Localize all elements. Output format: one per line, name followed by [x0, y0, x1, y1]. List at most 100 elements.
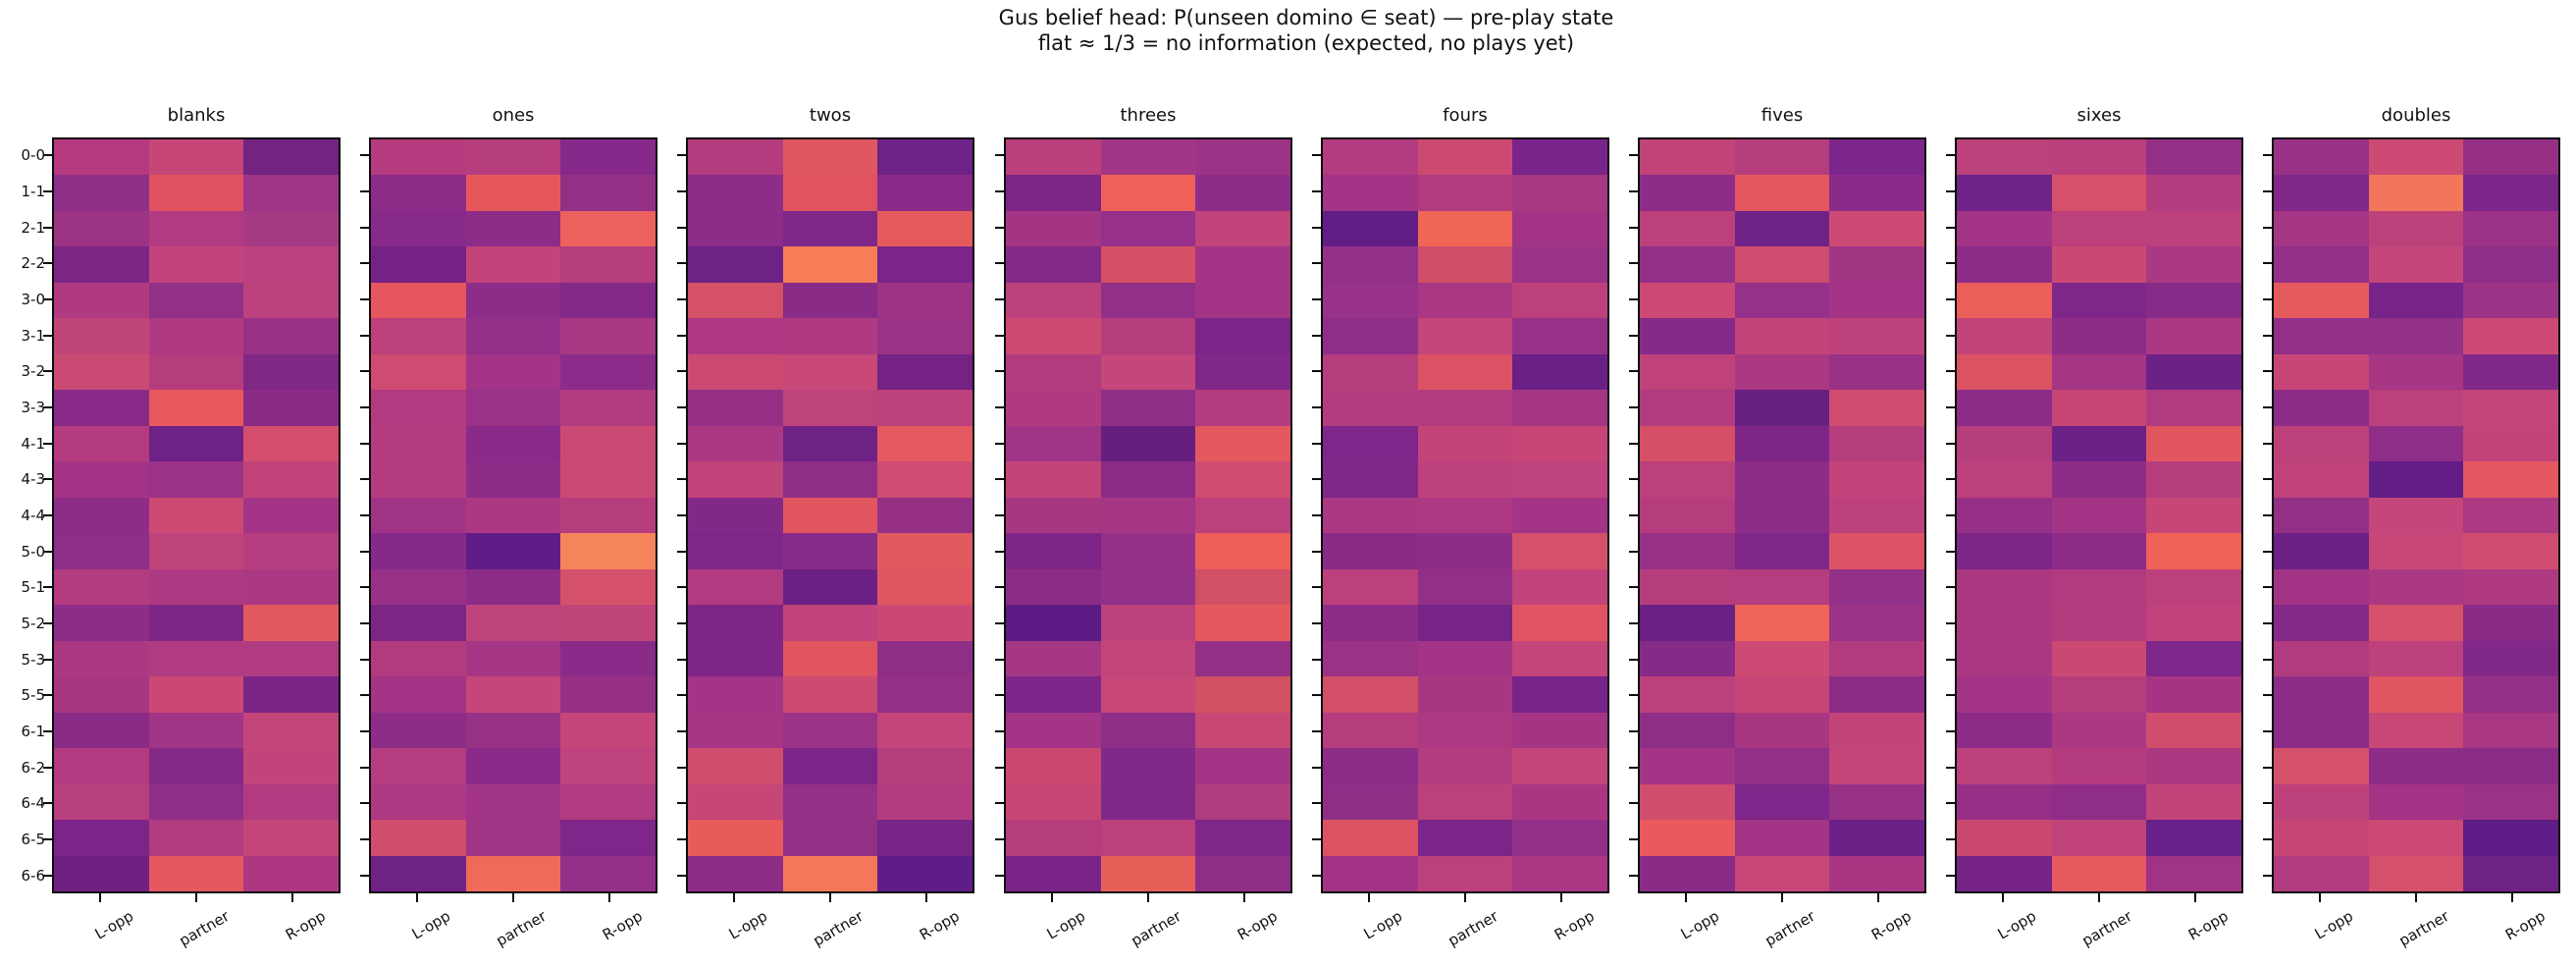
y-tick [995, 694, 1004, 697]
heatmap-cell-4-3-partner [1100, 461, 1196, 498]
heatmap-cell-2-2-L-opp [1640, 246, 1735, 283]
heatmap-cell-3-3-partner [1417, 390, 1513, 426]
y-tick-label-3-0: 3-0 [21, 291, 46, 308]
heatmap-cell-3-0-R-opp [2463, 282, 2558, 319]
heatmap-cell-5-3-L-opp [54, 640, 149, 677]
y-tick [995, 514, 1004, 516]
heatmap-cell-5-2-L-opp [54, 605, 149, 641]
heatmap-cell-5-5-partner [148, 676, 244, 713]
heatmap-cell-6-2-L-opp [2274, 748, 2369, 784]
y-tick [1946, 874, 1955, 877]
y-tick [1312, 370, 1321, 373]
y-tick [360, 154, 369, 157]
heatmap-cell-6-2-L-opp [1957, 748, 2052, 784]
heatmap-cell-1-1-partner [1734, 175, 1830, 211]
heatmap-cell-2-2-L-opp [1323, 246, 1418, 283]
heatmap-cell-3-3-R-opp [2146, 390, 2241, 426]
heatmap-cell-4-1-R-opp [243, 425, 339, 462]
heatmap-cell-3-1-partner [465, 318, 561, 354]
heatmap-cell-6-6-L-opp [371, 855, 466, 891]
heatmap-cell-5-2-L-opp [1323, 605, 1418, 641]
x-tick [512, 893, 514, 902]
heatmap-cell-2-2-L-opp [1957, 246, 2052, 283]
heatmap-cell-0-0-L-opp [688, 139, 783, 176]
heatmap-cell-4-4-L-opp [688, 497, 783, 534]
y-tick [1629, 442, 1638, 445]
heatmap-cell-4-3-L-opp [1006, 461, 1101, 498]
heatmap-cell-5-5-partner [1417, 676, 1513, 713]
heatmap-cell-5-5-L-opp [1006, 676, 1101, 713]
heatmap-cell-5-1-partner [2368, 568, 2464, 606]
heatmap-cell-4-4-R-opp [1829, 497, 1924, 534]
x-tick [1781, 893, 1783, 902]
heatmap-cell-6-1-R-opp [2146, 712, 2241, 749]
heatmap-cell-3-3-L-opp [2274, 390, 2369, 426]
y-tick [43, 442, 52, 445]
heatmap-cell-3-2-R-opp [1512, 353, 1607, 391]
heatmap-cell-5-3-partner [1100, 640, 1196, 677]
heatmap-cell-3-2-L-opp [371, 353, 466, 391]
heatmap-cell-3-3-R-opp [1829, 390, 1924, 426]
y-tick [1629, 478, 1638, 481]
heatmap-cell-6-1-L-opp [1323, 712, 1418, 749]
heatmap-cell-4-1-L-opp [2274, 425, 2369, 462]
y-tick-label-5-2: 5-2 [21, 615, 46, 632]
y-tick [1946, 370, 1955, 373]
y-tick [43, 154, 52, 157]
heatmap-cell-3-1-partner [148, 318, 244, 354]
heatmap-cell-1-1-partner [1417, 175, 1513, 211]
y-tick [43, 658, 52, 661]
heatmap-cell-4-4-partner [148, 497, 244, 534]
heatmap-cell-5-1-partner [465, 568, 561, 606]
heatmap-cell-2-1-L-opp [1323, 210, 1418, 247]
heatmap-cell-5-1-partner [1417, 568, 1513, 606]
panel-title-doubles: doubles [2381, 105, 2451, 126]
heatmap-cell-6-6-L-opp [2274, 855, 2369, 891]
y-tick [1629, 334, 1638, 337]
heatmap-cell-4-1-R-opp [1195, 425, 1290, 462]
y-tick [1312, 802, 1321, 805]
heatmap-cell-6-5-R-opp [1512, 820, 1607, 856]
heatmap-cell-5-0-L-opp [2274, 533, 2369, 569]
y-tick-label-1-1: 1-1 [21, 183, 46, 200]
heatmap-cell-2-1-L-opp [1006, 210, 1101, 247]
panel-fours: fours L-opp partner R-opp [1312, 0, 1609, 967]
x-tick-label-R-opp: R-opp [1868, 907, 1915, 944]
heatmap-cell-1-1-L-opp [1323, 175, 1418, 211]
y-tick [995, 406, 1004, 408]
heatmap-cell-3-0-partner [2368, 282, 2464, 319]
y-tick [677, 262, 686, 265]
heatmap-cell-0-0-L-opp [54, 139, 149, 176]
y-tick [2263, 514, 2272, 516]
heatmap-cell-5-0-partner [2368, 533, 2464, 569]
y-tick [1946, 262, 1955, 265]
y-tick [360, 406, 369, 408]
y-tick [1312, 622, 1321, 624]
heatmap-cell-5-5-L-opp [371, 676, 466, 713]
y-tick [995, 370, 1004, 373]
heatmap-cell-6-2-L-opp [1640, 748, 1735, 784]
heatmap-cell-5-3-R-opp [243, 640, 339, 677]
heatmap-cell-6-5-L-opp [371, 820, 466, 856]
y-tick [1946, 550, 1955, 553]
heatmap-cell-6-4-R-opp [1512, 783, 1607, 821]
heatmap-cell-3-0-R-opp [2146, 282, 2241, 319]
panel-title-fives: fives [1761, 105, 1804, 126]
y-tick [995, 478, 1004, 481]
y-tick-label-3-3: 3-3 [21, 399, 46, 416]
heatmap-cell-6-2-L-opp [371, 748, 466, 784]
heatmap-cell-0-0-L-opp [2274, 139, 2369, 176]
y-tick [2263, 334, 2272, 337]
heatmap-cell-5-0-R-opp [1829, 533, 1924, 569]
heatmap-cell-6-2-partner [1734, 748, 1830, 784]
heatmap-cell-4-1-partner [465, 425, 561, 462]
heatmap-cell-3-2-L-opp [1006, 353, 1101, 391]
heatmap-cell-3-2-partner [2368, 353, 2464, 391]
y-tick [1946, 838, 1955, 840]
heatmap-cell-5-0-partner [1100, 533, 1196, 569]
y-tick [1629, 550, 1638, 553]
heatmap-cell-6-5-L-opp [1323, 820, 1418, 856]
heatmap-cell-3-3-R-opp [2463, 390, 2558, 426]
y-tick [1946, 766, 1955, 769]
heatmap-cell-2-1-partner [1734, 210, 1830, 247]
